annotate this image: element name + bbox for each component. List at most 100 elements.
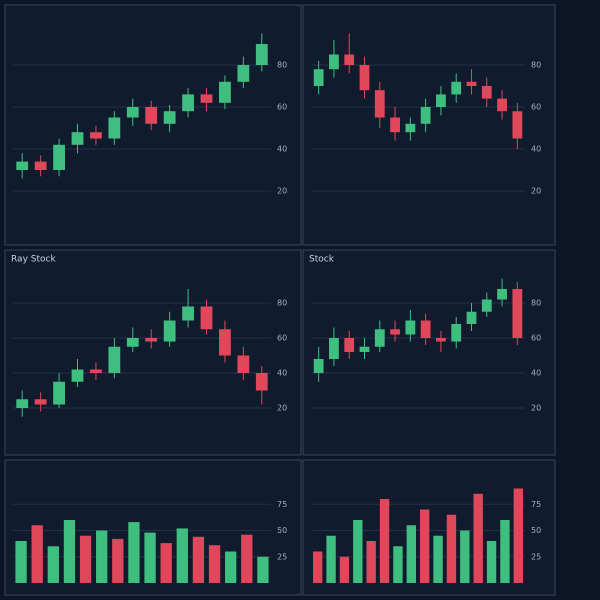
candle-body: [497, 98, 507, 112]
volume-bar: [79, 535, 92, 583]
candle-body: [126, 338, 139, 347]
panel: [4, 249, 302, 456]
candle-body: [163, 320, 176, 342]
y-tick-label: 75: [531, 500, 541, 509]
y-tick-label: 25: [531, 552, 541, 561]
volume-bar: [379, 499, 390, 583]
candle-body: [71, 132, 84, 145]
volume-bar: [112, 538, 124, 583]
volume-bar: [500, 520, 510, 583]
candle-body: [182, 306, 194, 321]
volume-bar: [393, 546, 403, 583]
volume-bar: [176, 528, 188, 583]
candle-body: [200, 306, 213, 330]
candle-body: [313, 69, 324, 86]
volume-bar: [192, 536, 205, 583]
volume-bar: [96, 530, 108, 583]
y-tick-label: 80: [277, 61, 287, 70]
candle-body: [71, 369, 84, 382]
panel: [302, 249, 556, 456]
volume-bar: [47, 546, 59, 583]
volume-bar: [339, 556, 350, 583]
panel: [4, 4, 302, 246]
volume-bar: [208, 545, 221, 583]
candle-body: [126, 107, 139, 118]
candle-body: [420, 320, 431, 338]
y-tick-label: 40: [531, 145, 541, 154]
candle-body: [359, 346, 370, 352]
candle-body: [420, 107, 431, 124]
candle-body: [390, 117, 400, 133]
candle-body: [200, 94, 213, 103]
y-tick-label: 40: [531, 369, 541, 378]
candle-body: [436, 94, 446, 107]
candle-body: [497, 289, 507, 300]
y-tick-label: 60: [531, 103, 541, 112]
y-tick-label: 80: [277, 299, 287, 308]
candle-body: [374, 329, 385, 347]
volume-bar: [63, 520, 76, 583]
volume-bar: [144, 532, 156, 583]
y-tick-label: 50: [531, 526, 541, 535]
panel-title: Stock: [309, 255, 335, 265]
candle-body: [512, 289, 523, 338]
candle-body: [329, 54, 339, 70]
candle-body: [219, 81, 231, 103]
candle-body: [90, 369, 102, 373]
candle-body: [313, 359, 324, 373]
y-tick-label: 80: [531, 299, 541, 308]
volume-bar: [160, 543, 172, 583]
candle-body: [237, 355, 250, 373]
volume-bar: [241, 534, 253, 583]
candle-body: [34, 161, 47, 170]
y-tick-label: 60: [277, 103, 287, 112]
candle-body: [359, 65, 370, 91]
volume-bar: [473, 493, 483, 583]
candle-body: [481, 86, 492, 99]
candle-body: [237, 65, 250, 82]
candle-body: [34, 399, 47, 405]
candle-body: [182, 94, 194, 112]
candle-body: [163, 111, 176, 124]
candle-body: [329, 338, 339, 359]
candle-body: [390, 329, 400, 335]
candle-body: [16, 161, 29, 170]
candle-body: [108, 117, 121, 139]
candle-body: [16, 399, 29, 408]
volume-bar: [128, 522, 140, 583]
volume-bar: [15, 541, 27, 583]
candle-body: [405, 320, 416, 335]
candle-body: [512, 111, 523, 139]
candle-body: [466, 81, 477, 86]
volume-bar: [420, 509, 430, 583]
candle-body: [466, 311, 477, 324]
y-tick-label: 75: [277, 500, 287, 509]
candle-body: [374, 90, 385, 118]
volume-bar: [366, 541, 376, 583]
candle-body: [344, 54, 355, 65]
candle-body: [90, 132, 102, 139]
candle-body: [436, 338, 446, 342]
y-tick-label: 60: [277, 334, 287, 343]
y-tick-label: 20: [531, 187, 541, 196]
volume-bar: [486, 541, 497, 583]
panel-title: Ray Stock: [11, 255, 56, 265]
candle-body: [481, 299, 492, 312]
volume-bar: [433, 535, 443, 583]
volume-bar: [313, 551, 323, 583]
volume-bar: [406, 525, 416, 583]
volume-bar: [326, 535, 336, 583]
candle-body: [53, 381, 65, 405]
candle-body: [219, 329, 231, 356]
volume-bar: [353, 520, 363, 583]
volume-bar: [31, 525, 43, 583]
y-tick-label: 60: [531, 334, 541, 343]
volume-bar: [460, 530, 470, 583]
y-tick-label: 40: [277, 145, 287, 154]
candle-body: [145, 338, 158, 342]
y-tick-label: 20: [531, 404, 541, 413]
volume-bar: [513, 488, 523, 583]
y-tick-label: 80: [531, 61, 541, 70]
candle-body: [451, 81, 462, 95]
